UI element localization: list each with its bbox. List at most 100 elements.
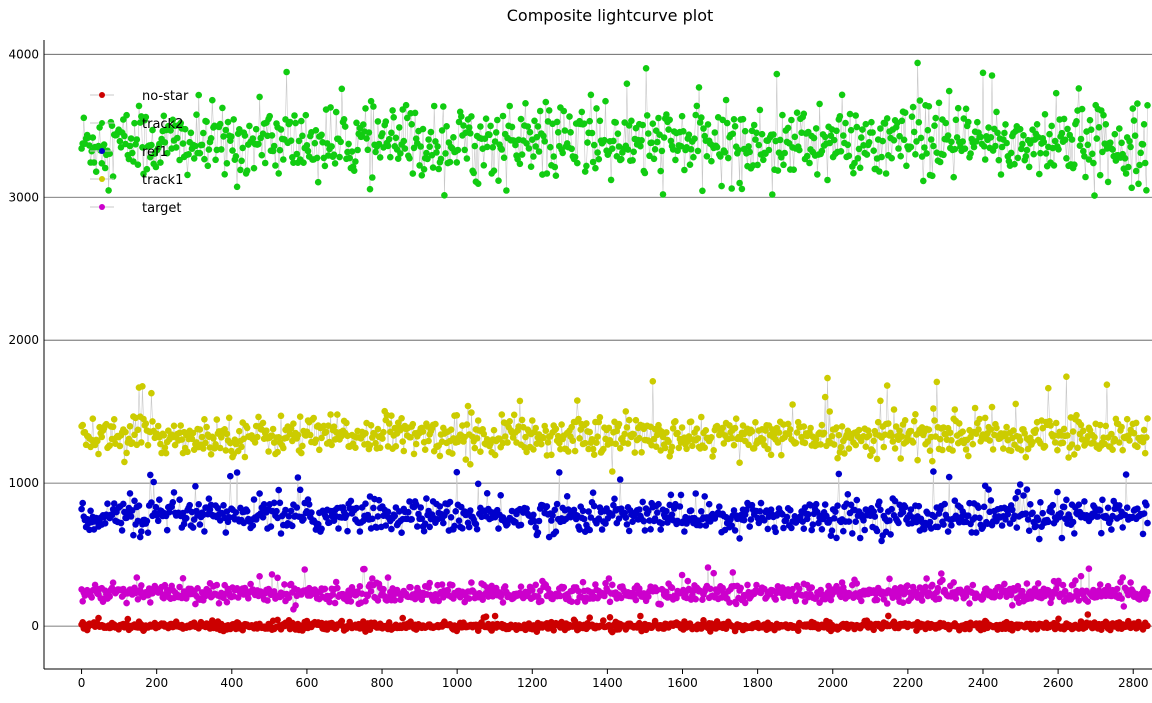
data-point-ref1: [243, 507, 251, 515]
data-point-track1: [1068, 441, 1076, 448]
data-point-ref1: [647, 526, 654, 533]
data-point-track1: [1047, 422, 1054, 429]
data-point-track1: [421, 446, 429, 454]
data-point-track1: [1119, 446, 1126, 454]
x-tick-label: 2800: [1118, 676, 1149, 690]
y-tick-label: 1000: [8, 476, 39, 490]
data-point-ref1: [322, 514, 330, 521]
data-point-track2: [780, 161, 787, 169]
data-point-track2: [667, 137, 675, 145]
data-point-no-star: [491, 612, 499, 620]
data-point-ref1: [195, 501, 202, 508]
data-point-ref1: [1058, 534, 1066, 542]
data-point-track2: [691, 135, 698, 142]
data-point-track2: [295, 137, 303, 145]
data-point-ref1: [641, 527, 649, 534]
data-point-track2: [970, 143, 978, 151]
data-point-track2: [859, 126, 866, 133]
data-point-track2: [108, 122, 116, 129]
data-point-ref1: [834, 502, 841, 510]
data-point-track2: [272, 162, 279, 169]
data-point-track2: [318, 131, 325, 139]
data-point-track2: [1125, 163, 1132, 171]
data-point-track2: [551, 163, 559, 171]
data-point-ref1: [655, 500, 662, 508]
data-point-track1: [764, 445, 772, 453]
data-point-track2: [236, 126, 243, 133]
data-point-ref1: [117, 519, 125, 527]
data-point-track2: [868, 118, 875, 126]
data-point-track1: [177, 422, 184, 429]
data-point-target: [668, 584, 676, 592]
data-point-track1: [877, 397, 884, 405]
data-point-track1: [327, 411, 334, 418]
data-point-track1: [298, 449, 305, 457]
data-point-track1: [170, 422, 178, 430]
data-point-track2: [369, 174, 376, 181]
data-point-track2: [929, 172, 936, 180]
data-point-target: [391, 597, 399, 604]
data-point-target: [1127, 579, 1134, 586]
data-point-track2: [387, 153, 394, 161]
data-point-ref1: [788, 524, 795, 532]
data-point-ref1: [728, 522, 735, 529]
data-point-track1: [1091, 433, 1098, 441]
data-point-track1: [880, 443, 888, 451]
data-point-track1: [372, 439, 379, 447]
data-point-track2: [438, 127, 446, 134]
data-point-track1: [989, 446, 997, 453]
data-point-track2: [161, 139, 169, 146]
data-point-track1: [959, 428, 966, 436]
data-point-target: [465, 595, 473, 602]
data-point-track2: [870, 147, 877, 154]
data-point-track2: [143, 165, 151, 173]
data-point-track1: [290, 420, 297, 428]
data-point-ref1: [308, 509, 315, 516]
data-point-target: [435, 597, 443, 605]
data-point-track1: [474, 417, 482, 424]
data-point-track1: [222, 447, 230, 454]
data-point-track2: [332, 108, 340, 116]
data-point-ref1: [232, 509, 240, 516]
data-point-track1: [1143, 434, 1150, 441]
data-point-track2: [779, 111, 786, 119]
data-point-ref1: [398, 529, 405, 536]
data-point-track1: [131, 431, 138, 439]
data-point-track1: [625, 416, 633, 424]
data-point-track2: [498, 146, 506, 153]
data-point-ref1: [761, 517, 768, 524]
data-point-track2: [1064, 125, 1071, 133]
data-point-ref1: [640, 517, 648, 525]
data-point-track1: [251, 439, 259, 446]
data-point-ref1: [375, 496, 383, 504]
data-point-track1: [975, 426, 982, 433]
data-point-target: [792, 597, 800, 605]
data-point-ref1: [153, 512, 161, 519]
data-point-track2: [814, 171, 821, 178]
data-point-track1: [552, 425, 560, 433]
data-point-track2: [581, 168, 589, 175]
data-point-track2: [951, 145, 959, 153]
data-point-ref1: [553, 500, 561, 508]
data-point-target: [1085, 565, 1093, 572]
data-point-target: [245, 595, 252, 602]
data-point-ref1: [930, 468, 937, 475]
data-point-track2: [567, 129, 574, 136]
data-point-ref1: [369, 515, 376, 523]
data-point-ref1: [418, 515, 426, 522]
data-point-track1: [334, 411, 341, 418]
data-point-track2: [718, 182, 725, 190]
data-point-track1: [778, 451, 785, 459]
data-point-track2: [1130, 117, 1138, 124]
data-point-track1: [325, 422, 332, 430]
data-point-track2: [1095, 124, 1103, 131]
data-point-track1: [631, 449, 639, 456]
data-point-track2: [609, 145, 616, 152]
data-point-track1: [106, 442, 113, 449]
data-point-track2: [243, 167, 251, 174]
data-point-track2: [527, 163, 535, 170]
data-point-track1: [1077, 421, 1085, 429]
data-point-ref1: [1020, 492, 1027, 499]
data-point-ref1: [861, 526, 868, 534]
data-point-ref1: [287, 507, 295, 515]
